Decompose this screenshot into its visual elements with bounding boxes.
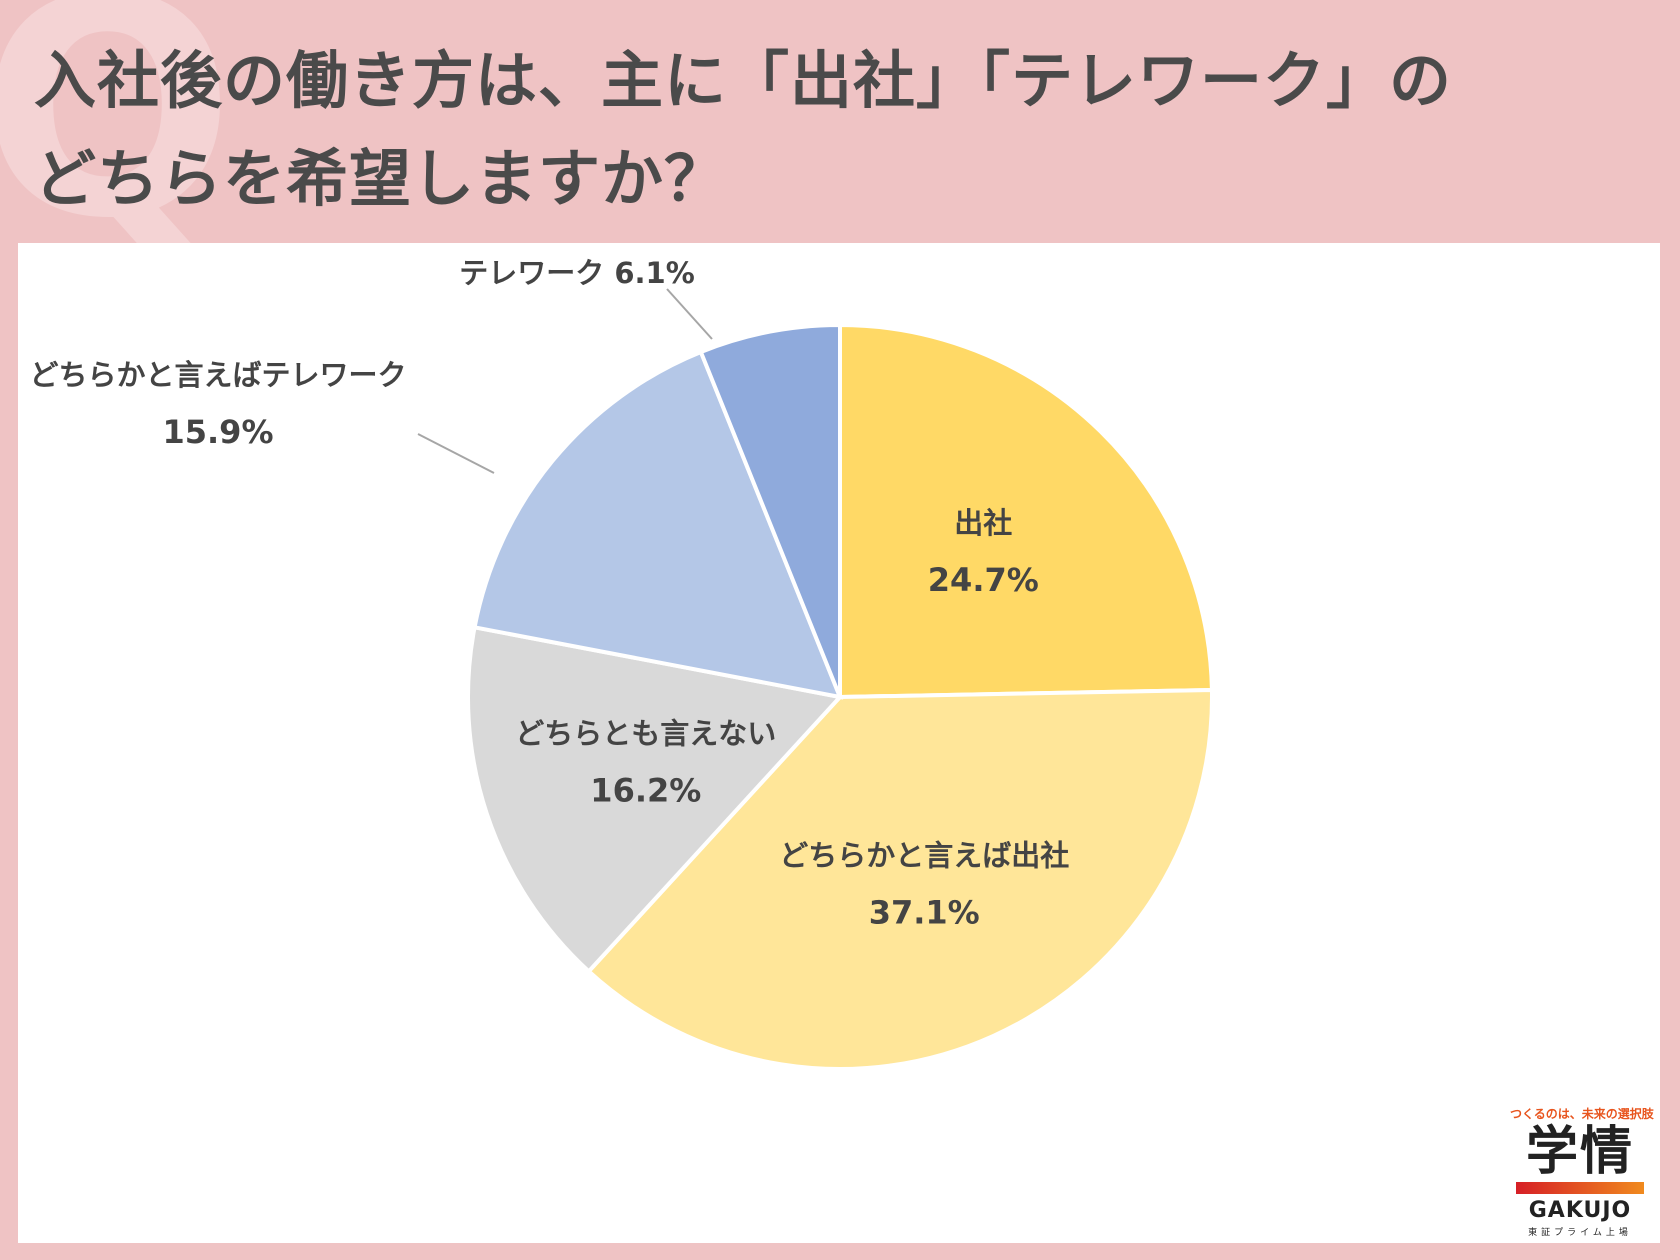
leader-line bbox=[666, 288, 713, 340]
logo-kanji: 学情 bbox=[1525, 1122, 1634, 1182]
slice-label: テレワーク 6.1% bbox=[459, 256, 695, 290]
leader-line bbox=[417, 433, 495, 474]
slice-value-label: 16.2% bbox=[590, 771, 701, 809]
slice-label: 出社 bbox=[954, 506, 1012, 540]
chart-panel: 出社 24.7% どちらかと言えば出社 37.1% どちらとも言えない 16.2% どちらか… bbox=[18, 243, 1660, 1243]
slice-label: どちらかと言えばテレワーク bbox=[29, 358, 406, 392]
pie-slice bbox=[466, 624, 844, 975]
pie-chart: 出社 24.7% どちらかと言えば出社 37.1% どちらとも言えない 16.2% どちらか… bbox=[29, 256, 1214, 1071]
slice-label: どちらかと言えば出社 bbox=[779, 838, 1069, 872]
slice-value-label: 37.1% bbox=[869, 893, 980, 931]
pie-slice bbox=[472, 349, 844, 700]
slice-value-label: 15.9% bbox=[162, 413, 273, 451]
logo-tagline: つくるのは、未来の選択肢 bbox=[1510, 1107, 1654, 1121]
logo-subtitle: 東証プライム上場 bbox=[1528, 1228, 1632, 1238]
pie-slice bbox=[585, 687, 1214, 1071]
chart-title: 入社後の働き方は、主に「出社」「テレワーク」の どちらを希望しますか？ bbox=[34, 44, 1453, 215]
pie-slice bbox=[698, 322, 842, 698]
gakujo-logo: つくるのは、未来の選択肢 学情 GAKUJO 東証プライム上場 bbox=[1510, 1105, 1654, 1238]
logo-bar bbox=[1516, 1182, 1644, 1194]
logo-name: GAKUJO bbox=[1528, 1198, 1632, 1223]
slice-label: どちらとも言えない bbox=[515, 716, 776, 750]
question-mark-decoration: Q bbox=[0, 0, 236, 284]
pie-slice bbox=[838, 322, 1214, 700]
slice-value-label: 24.7% bbox=[928, 561, 1039, 599]
